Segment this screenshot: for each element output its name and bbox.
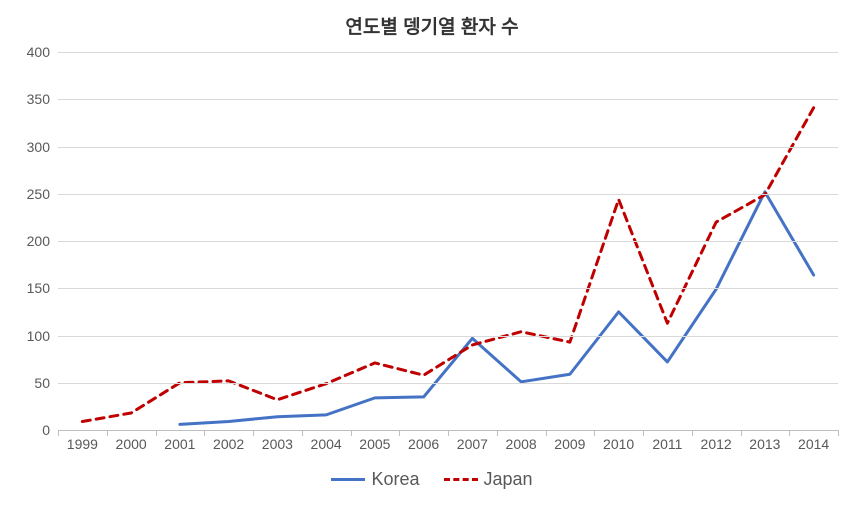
legend-item-korea: Korea xyxy=(331,469,419,490)
x-tick xyxy=(58,430,59,436)
y-axis-label: 50 xyxy=(34,375,50,391)
y-axis-label: 350 xyxy=(27,91,50,107)
y-axis-label: 250 xyxy=(27,186,50,202)
gridline xyxy=(58,241,838,242)
y-axis-label: 200 xyxy=(27,233,50,249)
x-axis-label: 2007 xyxy=(457,436,488,452)
x-axis-label: 2010 xyxy=(603,436,634,452)
x-tick xyxy=(594,430,595,436)
legend-swatch xyxy=(331,478,365,481)
legend-label: Korea xyxy=(371,469,419,490)
gridline xyxy=(58,99,838,100)
x-tick xyxy=(643,430,644,436)
x-tick xyxy=(253,430,254,436)
x-tick xyxy=(497,430,498,436)
gridline xyxy=(58,147,838,148)
x-axis-label: 2013 xyxy=(749,436,780,452)
x-axis-label: 2008 xyxy=(506,436,537,452)
x-axis-label: 2014 xyxy=(798,436,829,452)
x-axis-label: 2005 xyxy=(359,436,390,452)
legend-swatch xyxy=(444,478,478,481)
legend: Korea Japan xyxy=(0,468,864,490)
gridline xyxy=(58,52,838,53)
gridline xyxy=(58,336,838,337)
x-axis-label: 2011 xyxy=(652,436,682,452)
x-tick xyxy=(351,430,352,436)
x-axis-label: 2002 xyxy=(213,436,244,452)
y-axis-label: 400 xyxy=(27,44,50,60)
legend-item-japan: Japan xyxy=(444,469,533,490)
x-axis-label: 1999 xyxy=(67,436,98,452)
x-tick xyxy=(838,430,839,436)
x-tick xyxy=(204,430,205,436)
gridline xyxy=(58,194,838,195)
x-axis-label: 2000 xyxy=(116,436,147,452)
y-axis-label: 150 xyxy=(27,280,50,296)
x-tick xyxy=(448,430,449,436)
chart-container: 연도별 뎅기열 환자 수 050100150200250300350400199… xyxy=(0,0,864,511)
x-tick xyxy=(546,430,547,436)
x-tick xyxy=(692,430,693,436)
x-axis-label: 2004 xyxy=(311,436,342,452)
x-tick xyxy=(107,430,108,436)
series-line-korea xyxy=(180,192,814,424)
x-axis-label: 2001 xyxy=(164,436,195,452)
x-tick xyxy=(399,430,400,436)
x-tick xyxy=(302,430,303,436)
series-line-japan xyxy=(82,108,813,422)
y-axis-label: 0 xyxy=(42,422,50,438)
legend-label: Japan xyxy=(484,469,533,490)
gridline xyxy=(58,383,838,384)
x-axis-label: 2003 xyxy=(262,436,293,452)
x-axis-label: 2006 xyxy=(408,436,439,452)
gridline xyxy=(58,288,838,289)
x-tick xyxy=(156,430,157,436)
y-axis-label: 300 xyxy=(27,139,50,155)
x-axis-label: 2009 xyxy=(554,436,585,452)
x-tick xyxy=(789,430,790,436)
plot-area: 0501001502002503003504001999200020012002… xyxy=(58,52,838,430)
x-axis-label: 2012 xyxy=(701,436,732,452)
y-axis-label: 100 xyxy=(27,328,50,344)
chart-title: 연도별 뎅기열 환자 수 xyxy=(0,0,864,39)
x-tick xyxy=(741,430,742,436)
